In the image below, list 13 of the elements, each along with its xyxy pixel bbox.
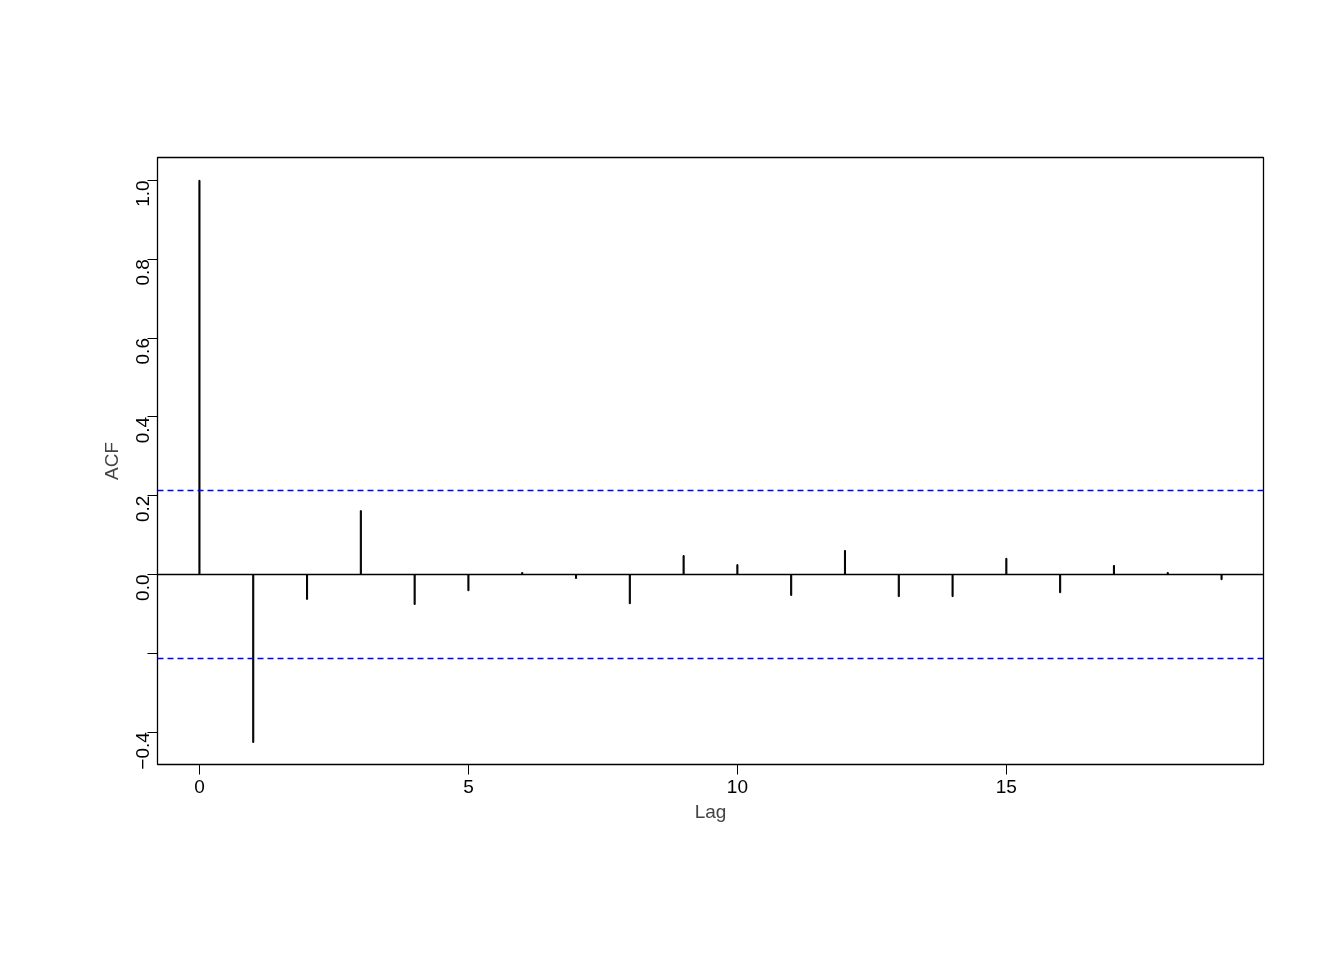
y-tick-label: 0.2	[132, 495, 153, 523]
x-tick-label: 10	[726, 775, 748, 797]
y-tick-label: 0.6	[132, 338, 153, 365]
x-tick-label: 5	[463, 775, 474, 797]
x-tick-label: 15	[995, 775, 1017, 797]
x-tick-label: 0	[194, 775, 205, 797]
y-tick-label: 0.8	[132, 259, 153, 286]
y-axis-title: ACF	[100, 442, 122, 480]
y-tick-label: 0.4	[132, 416, 153, 444]
x-axis-title: Lag	[694, 800, 727, 822]
y-tick-label: 0.0	[132, 574, 153, 601]
y-tick-label: 1.0	[132, 180, 153, 207]
y-tick-label: −0.4	[132, 731, 153, 770]
